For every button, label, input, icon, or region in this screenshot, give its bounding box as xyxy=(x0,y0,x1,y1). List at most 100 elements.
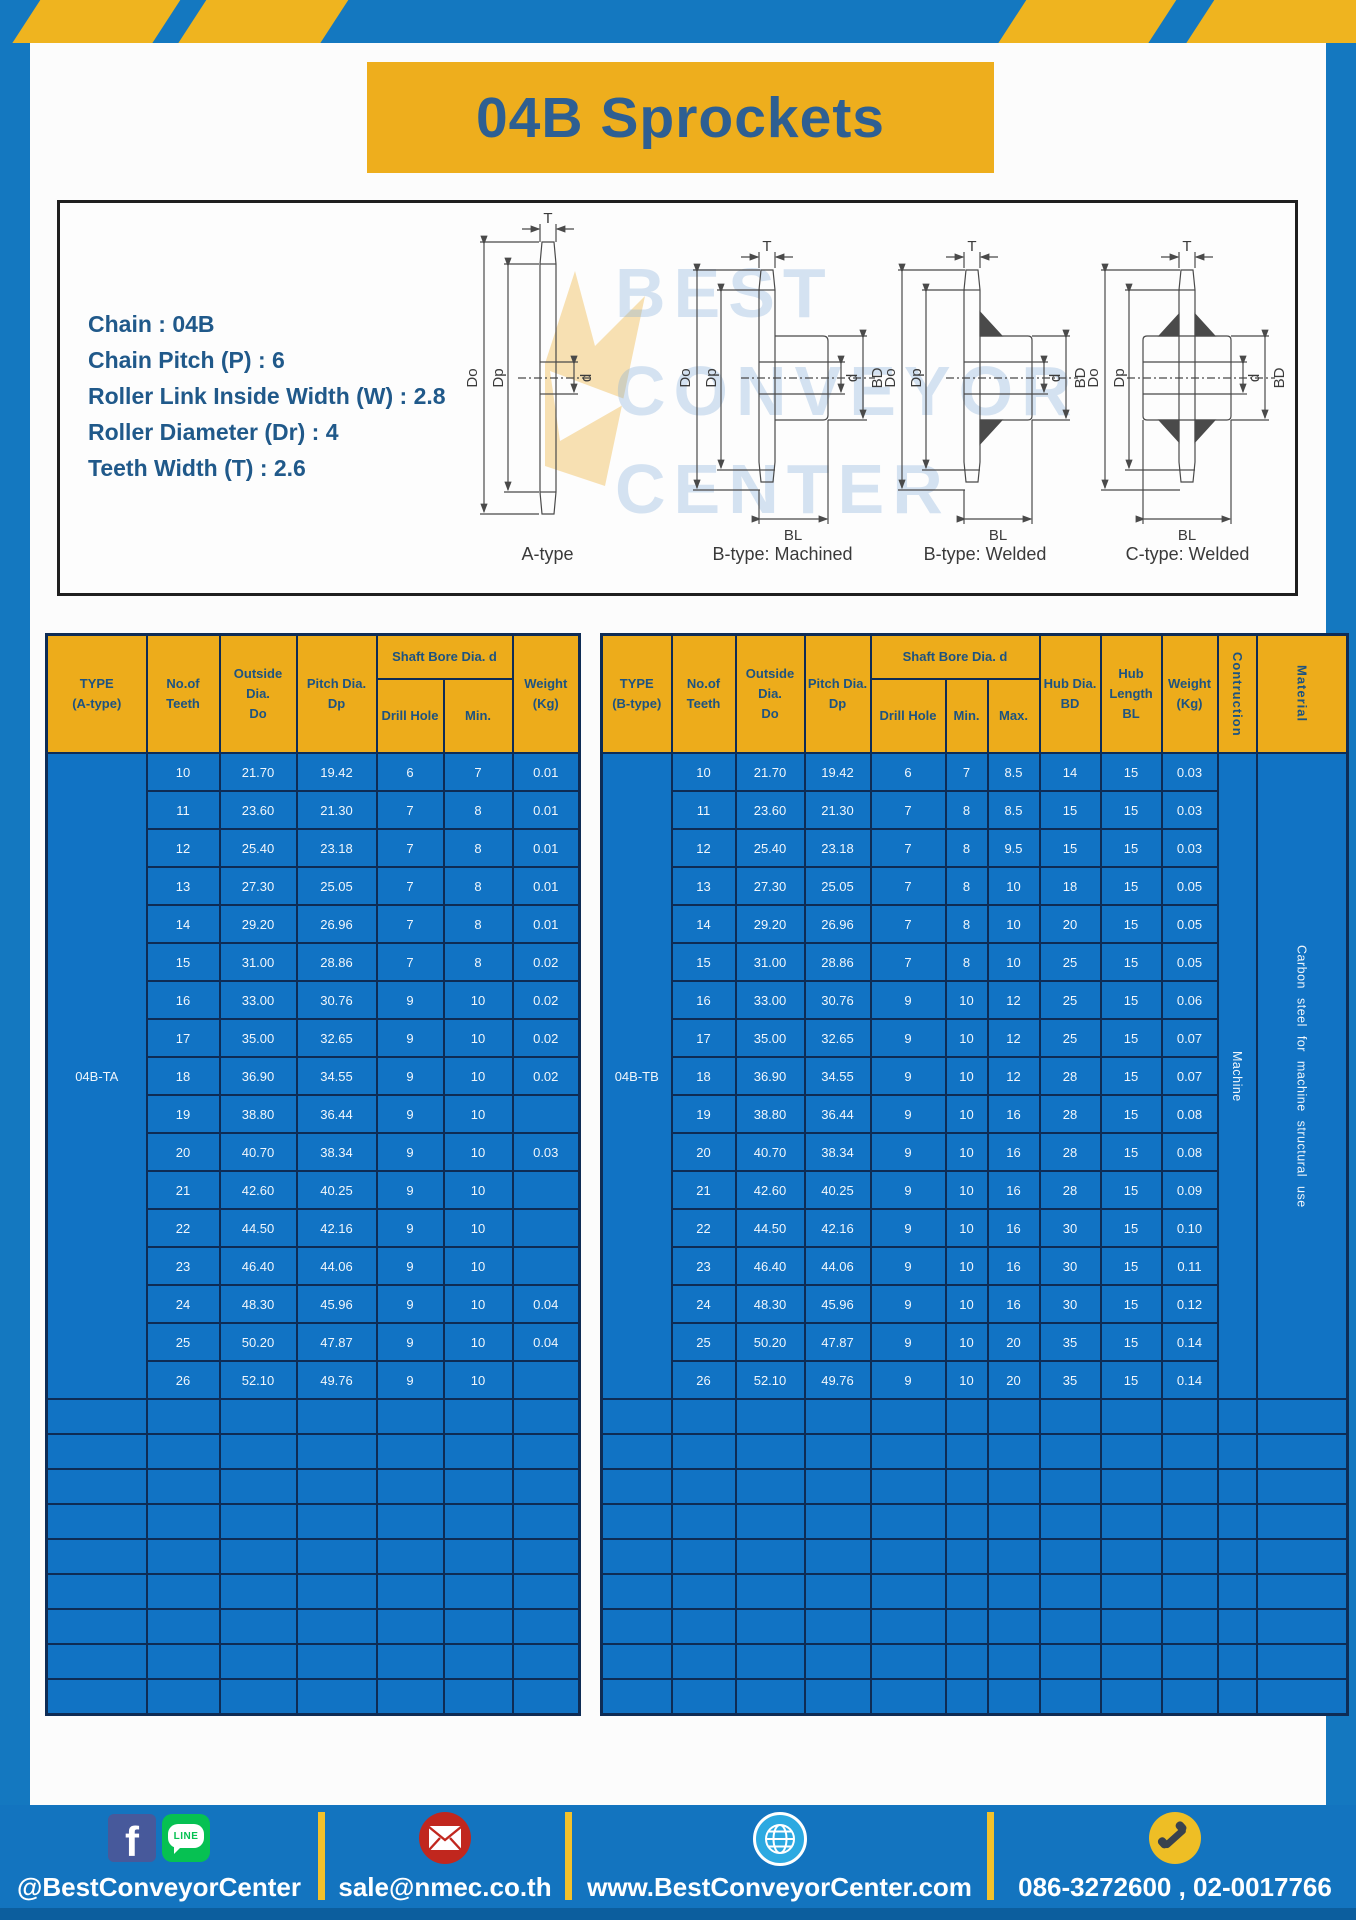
drawing-label: B-type: Welded xyxy=(923,544,1047,564)
data-cell: 22 xyxy=(145,1208,221,1248)
table-row: 21 42.60 40.25 9 10 xyxy=(47,1170,581,1210)
empty-cell xyxy=(295,1433,378,1470)
empty-cell xyxy=(944,1503,989,1540)
data-cell: 16 xyxy=(986,1094,1041,1134)
empty-row xyxy=(600,1538,1348,1575)
empty-cell xyxy=(145,1503,221,1540)
empty-cell xyxy=(803,1643,872,1680)
data-cell: 7 xyxy=(944,752,989,792)
empty-cell xyxy=(803,1503,872,1540)
table-row: 23 46.40 44.06 9 10 xyxy=(47,1246,581,1286)
empty-row xyxy=(600,1503,1348,1540)
data-cell: 44.50 xyxy=(734,1208,806,1248)
empty-cell xyxy=(375,1608,445,1645)
empty-cell xyxy=(218,1643,298,1680)
data-cell: 9 xyxy=(375,1132,445,1172)
data-cell: 13 xyxy=(145,866,221,906)
data-cell: 8 xyxy=(442,866,514,906)
data-cell: 38.80 xyxy=(218,1094,298,1134)
data-cell: 0.03 xyxy=(1160,752,1219,792)
empty-cell xyxy=(1099,1608,1163,1645)
data-cell: 10 xyxy=(986,942,1041,982)
empty-cell xyxy=(869,1433,947,1470)
empty-cell xyxy=(442,1538,514,1575)
empty-cell xyxy=(803,1538,872,1575)
dim-label-d: d xyxy=(578,374,595,382)
data-cell: 15 xyxy=(1099,828,1163,868)
spec-line: Teeth Width (T) : 2.6 xyxy=(88,455,306,481)
empty-cell xyxy=(375,1573,445,1610)
drawing-box xyxy=(57,200,1298,596)
data-cell: 10 xyxy=(944,1208,989,1248)
empty-cell xyxy=(295,1538,378,1575)
empty-row xyxy=(600,1398,1348,1435)
data-cell: 45.96 xyxy=(295,1284,378,1324)
empty-cell xyxy=(1255,1433,1348,1470)
data-cell xyxy=(511,1094,581,1134)
empty-cell xyxy=(1099,1678,1163,1716)
data-cell: 46.40 xyxy=(218,1246,298,1286)
data-cell: 25 xyxy=(1038,980,1102,1020)
data-cell: 0.02 xyxy=(511,1018,581,1058)
data-cell: 36.44 xyxy=(803,1094,872,1134)
data-cell: 7 xyxy=(869,790,947,830)
data-cell: 10 xyxy=(442,1246,514,1286)
data-cell: 15 xyxy=(1099,1056,1163,1096)
empty-row xyxy=(45,1398,581,1435)
data-cell: 50.20 xyxy=(734,1322,806,1362)
data-cell: 28 xyxy=(1038,1056,1102,1096)
drawing-label: A-type xyxy=(521,544,574,564)
empty-cell xyxy=(803,1398,872,1435)
data-cell: 34.55 xyxy=(803,1056,872,1096)
empty-cell xyxy=(1216,1573,1258,1610)
data-cell: 10 xyxy=(986,904,1041,944)
empty-cell xyxy=(1038,1608,1102,1645)
empty-cell xyxy=(944,1538,989,1575)
data-cell: 8 xyxy=(944,904,989,944)
table-row: 19 38.80 36.44 9 10 16 28 15 0.08 xyxy=(602,1094,1348,1134)
data-cell: 25.05 xyxy=(295,866,378,906)
empty-cell xyxy=(734,1643,806,1680)
empty-row xyxy=(45,1573,581,1610)
data-cell: 9 xyxy=(869,1208,947,1248)
table-row: 17 35.00 32.65 9 10 0.02 xyxy=(47,1018,581,1058)
table-row: 17 35.00 32.65 9 10 12 25 15 0.07 xyxy=(602,1018,1348,1058)
data-cell: 7 xyxy=(869,942,947,982)
dim-label-dp: Dp xyxy=(703,368,720,387)
empty-cell xyxy=(218,1398,298,1435)
data-cell: 21 xyxy=(145,1170,221,1210)
data-cell: 0.01 xyxy=(511,904,581,944)
data-cell: 52.10 xyxy=(734,1360,806,1400)
data-cell: 28.86 xyxy=(803,942,872,982)
empty-cell xyxy=(295,1678,378,1716)
dim-label-d: d xyxy=(1047,374,1064,382)
empty-cell xyxy=(734,1433,806,1470)
data-cell: 20 xyxy=(986,1360,1041,1400)
drawing-c-type-welded: T Do Dp d BD BL C-type: Welded xyxy=(1085,212,1290,565)
empty-cell xyxy=(1099,1573,1163,1610)
data-cell: 15 xyxy=(670,942,737,982)
footer-website: www.BestConveyorCenter.com xyxy=(587,1872,972,1902)
table-row: 24 48.30 45.96 9 10 0.04 xyxy=(47,1284,581,1324)
data-cell: 25 xyxy=(1038,1018,1102,1058)
data-cell: 26.96 xyxy=(295,904,378,944)
empty-cell xyxy=(1160,1538,1219,1575)
data-cell: 7 xyxy=(375,828,445,868)
empty-cell xyxy=(375,1468,445,1505)
data-cell: 31.00 xyxy=(218,942,298,982)
empty-cell xyxy=(1160,1433,1219,1470)
data-cell: 21.70 xyxy=(734,752,806,792)
empty-cell xyxy=(375,1538,445,1575)
empty-cell xyxy=(511,1643,581,1680)
table-row: 14 29.20 26.96 7 8 10 20 15 0.05 xyxy=(602,904,1348,944)
data-cell: 27.30 xyxy=(218,866,298,906)
data-cell: 15 xyxy=(1038,790,1102,830)
empty-cell xyxy=(1099,1503,1163,1540)
col-header-pitch-dia: Pitch Dia. Dp xyxy=(803,633,872,754)
table-row: 20 40.70 38.34 9 10 16 28 15 0.08 xyxy=(602,1132,1348,1172)
data-cell: 10 xyxy=(986,866,1041,906)
empty-cell xyxy=(1038,1433,1102,1470)
empty-cell xyxy=(600,1503,673,1540)
table-row: 22 44.50 42.16 9 10 16 30 15 0.10 xyxy=(602,1208,1348,1248)
empty-cell xyxy=(1216,1678,1258,1716)
